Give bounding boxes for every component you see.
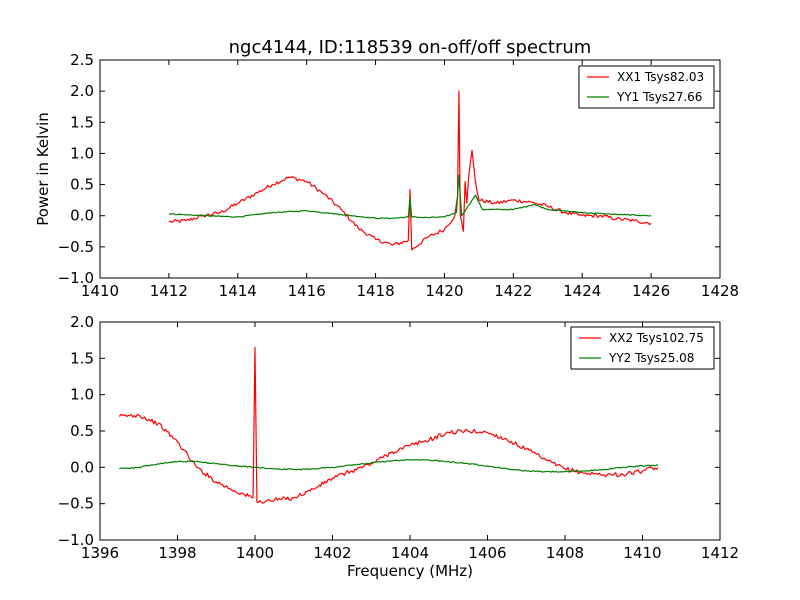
x-tick-label: 1406 — [468, 544, 506, 562]
legend-box — [570, 326, 715, 370]
y-tick-label: 0.5 — [70, 176, 94, 194]
bottom-plot: 1396 1398 1400 1402 1404 1406 1408 1410 1412 −1.0… — [58, 313, 740, 562]
series-line-1 — [168, 90, 652, 251]
x-tick-label: 1412 — [150, 282, 188, 300]
x-tick-label: 1404 — [391, 544, 429, 562]
y-tick-label: 2.0 — [70, 313, 94, 331]
y-tick-label: 0.0 — [70, 458, 94, 476]
x-tick-label: 1416 — [288, 282, 326, 300]
y-tick-label: −1.0 — [58, 531, 94, 549]
legend-label: XX2 Tsys102.75 — [609, 331, 704, 345]
y-tick-label: 2.0 — [70, 82, 94, 100]
x-tick-label: 1422 — [494, 282, 532, 300]
legend-label: YY2 Tsys25.08 — [608, 351, 694, 365]
series-line-2 — [119, 458, 659, 473]
y-tick-label: 0.5 — [70, 422, 94, 440]
x-tick-label: 1418 — [356, 282, 394, 300]
legend-label: YY1 Tsys27.66 — [616, 90, 702, 104]
x-tick-label: 1414 — [219, 282, 257, 300]
x-axis-label: Frequency (MHz) — [347, 562, 473, 580]
x-tick-label: 1408 — [546, 544, 584, 562]
y-tick-label: 0.0 — [70, 207, 94, 225]
x-tick-label: 1400 — [236, 544, 274, 562]
y-tick-label: −1.0 — [58, 269, 94, 287]
y-tick-label: 1.0 — [70, 386, 94, 404]
legend: XX1 Tsys82.03 YY1 Tsys27.66 — [578, 65, 715, 109]
x-tick-label: 1402 — [313, 544, 351, 562]
y-tick-label: −0.5 — [58, 238, 94, 256]
x-tick-label: 1396 — [81, 544, 119, 562]
x-tick-label: 1420 — [425, 282, 463, 300]
y-tick-label: 1.0 — [70, 144, 94, 162]
legend-label: XX1 Tsys82.03 — [617, 70, 704, 84]
x-tick-label: 1428 — [701, 282, 739, 300]
x-tick-label: 1398 — [158, 544, 196, 562]
y-tick-label: 2.5 — [70, 51, 94, 69]
x-tick-label: 1412 — [701, 544, 739, 562]
legend: XX2 Tsys102.75 YY2 Tsys25.08 — [570, 326, 715, 370]
top-plot: 1410 1412 1414 1416 1418 1420 1422 1424 1426 1428… — [58, 51, 740, 300]
axes-frame — [99, 59, 721, 279]
chart-title: ngc4144, ID:118539 on-off/off spectrum — [229, 37, 592, 58]
y-tick-label: 1.5 — [70, 113, 94, 131]
y-tick-label: 1.5 — [70, 349, 94, 367]
legend-box — [578, 65, 715, 109]
y-tick-label: −0.5 — [58, 495, 94, 513]
x-tick-label: 1410 — [623, 544, 661, 562]
x-tick-label: 1410 — [81, 282, 119, 300]
x-tick-label: 1424 — [563, 282, 601, 300]
x-tick-label: 1426 — [632, 282, 670, 300]
y-axis-label: Power in Kelvin — [34, 112, 52, 226]
series-line-1 — [118, 346, 659, 504]
series-line-2 — [168, 174, 652, 220]
